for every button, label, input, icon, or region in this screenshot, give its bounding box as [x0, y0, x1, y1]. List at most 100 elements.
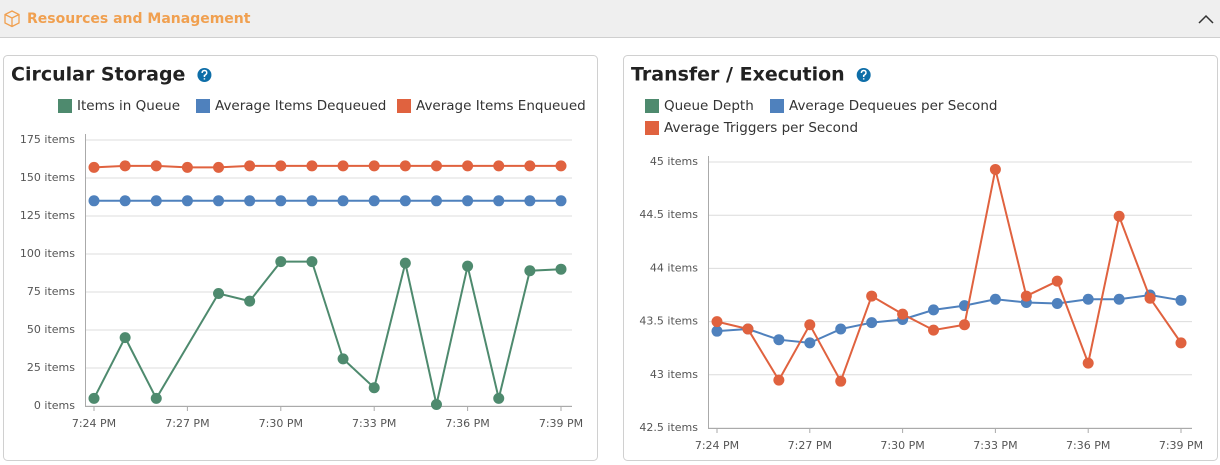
point — [1020, 290, 1032, 302]
legend-swatch — [770, 99, 784, 113]
point — [181, 161, 193, 173]
point — [866, 317, 878, 329]
y-tick-label: 75 items — [27, 285, 75, 298]
point — [524, 195, 536, 207]
point — [928, 304, 940, 316]
y-tick-label: 44 items — [650, 261, 698, 274]
series-line — [716, 293, 1182, 344]
point — [958, 319, 970, 331]
point — [399, 195, 411, 207]
y-tick-label: 100 items — [20, 247, 75, 260]
point — [1082, 357, 1094, 369]
x-tick-label: 7:27 PM — [788, 439, 832, 452]
legend-label: Queue Depth — [664, 98, 754, 114]
point — [897, 308, 909, 320]
point — [711, 316, 723, 328]
point — [119, 160, 131, 172]
point — [1175, 337, 1187, 349]
point — [928, 324, 940, 336]
point — [1051, 298, 1063, 310]
x-tick-label: 7:39 PM — [539, 417, 583, 430]
point — [742, 323, 754, 335]
cube-icon — [4, 10, 20, 28]
legend-label: Items in Queue — [77, 98, 180, 114]
point — [88, 195, 100, 207]
y-tick-label: 42.5 items — [639, 421, 698, 434]
x-tick-label: 7:30 PM — [880, 439, 924, 452]
y-tick-label: 45 items — [650, 155, 698, 168]
point — [773, 334, 785, 346]
y-tick-label: 0 items — [34, 399, 75, 412]
point — [337, 353, 349, 365]
point — [524, 160, 536, 172]
point — [368, 160, 380, 172]
point — [119, 332, 131, 344]
point — [493, 195, 505, 207]
x-tick-label: 7:24 PM — [72, 417, 116, 430]
help-glyph — [860, 69, 867, 80]
y-tick-label: 175 items — [20, 133, 75, 146]
point — [804, 319, 816, 331]
point — [430, 398, 442, 410]
point — [1144, 292, 1156, 304]
point — [244, 160, 256, 172]
point — [150, 160, 162, 172]
point — [399, 160, 411, 172]
point — [989, 293, 1001, 305]
point — [462, 260, 474, 272]
series-line — [93, 164, 561, 169]
legend-label: Average Triggers per Second — [664, 120, 858, 136]
point — [1051, 275, 1063, 287]
x-tick-label: 7:27 PM — [165, 417, 209, 430]
panel — [3, 55, 598, 461]
point — [1113, 210, 1125, 222]
point — [462, 195, 474, 207]
point — [989, 163, 1001, 175]
legend-swatch — [397, 99, 411, 113]
point — [368, 195, 380, 207]
y-tick-label: 43.5 items — [639, 315, 698, 328]
point — [804, 337, 816, 349]
header-bar — [0, 0, 1220, 37]
point — [337, 160, 349, 172]
point — [1113, 293, 1125, 305]
chart-title: Transfer / Execution — [631, 64, 845, 86]
x-tick-label: 7:33 PM — [352, 417, 396, 430]
point — [430, 160, 442, 172]
point — [150, 195, 162, 207]
point — [711, 325, 723, 337]
y-tick-label: 50 items — [27, 323, 75, 336]
y-tick-label: 43 items — [650, 368, 698, 381]
point — [555, 160, 567, 172]
point — [493, 392, 505, 404]
x-tick-label: 7:30 PM — [259, 417, 303, 430]
point — [430, 195, 442, 207]
y-tick-label: 25 items — [27, 361, 75, 374]
point — [1175, 294, 1187, 306]
point — [88, 161, 100, 173]
legend-swatch — [645, 121, 659, 135]
legend-swatch — [645, 99, 659, 113]
point — [275, 195, 287, 207]
point — [524, 265, 536, 277]
point — [773, 374, 785, 386]
point — [181, 195, 193, 207]
point — [275, 256, 287, 268]
point — [306, 160, 318, 172]
point — [244, 295, 256, 307]
point — [244, 195, 256, 207]
point — [337, 195, 349, 207]
point — [1082, 293, 1094, 305]
x-tick-label: 7:39 PM — [1159, 439, 1203, 452]
point — [399, 257, 411, 269]
x-tick-label: 7:36 PM — [445, 417, 489, 430]
x-tick-label: 7:24 PM — [695, 439, 739, 452]
collapse-chevron[interactable] — [1198, 14, 1214, 24]
point — [368, 382, 380, 394]
point — [835, 375, 847, 387]
point — [866, 290, 878, 302]
y-tick-label: 150 items — [20, 171, 75, 184]
point — [555, 195, 567, 207]
